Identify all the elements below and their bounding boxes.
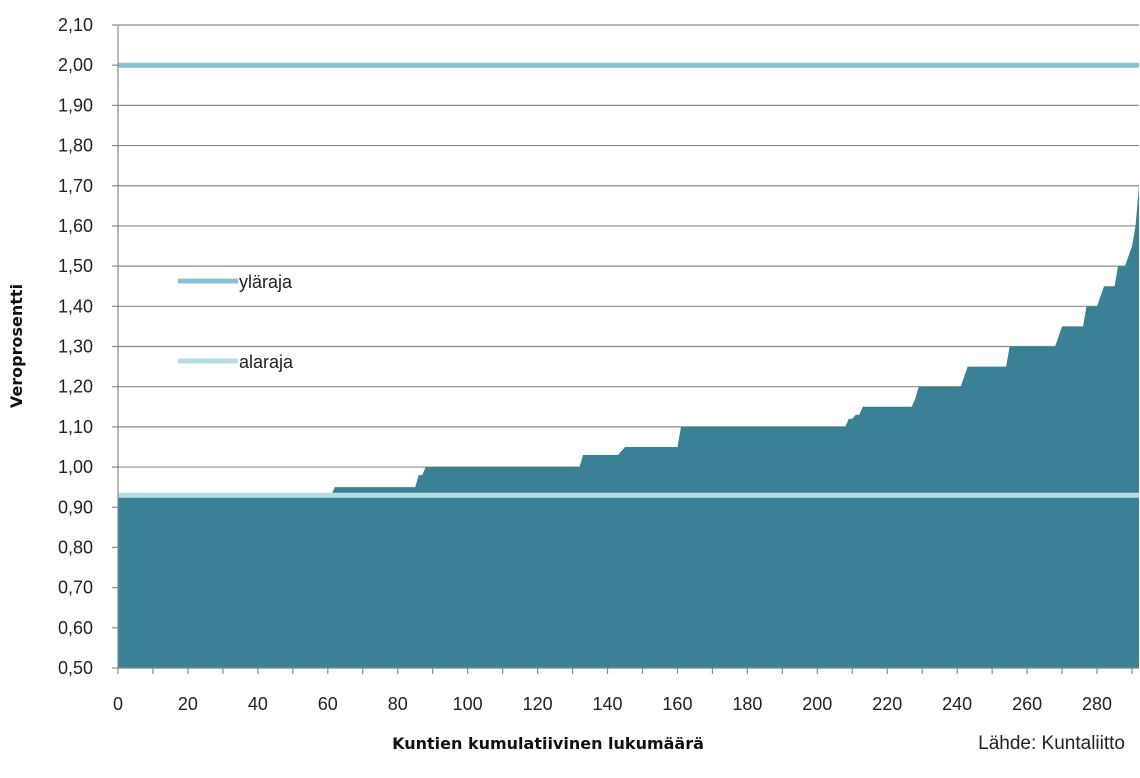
y-tick-label: 1,80 xyxy=(58,136,93,156)
y-tick-label: 0,80 xyxy=(58,537,93,557)
y-axis-title: Veroprosentti xyxy=(7,284,26,408)
x-tick-label: 100 xyxy=(453,694,483,714)
y-tick-label: 1,50 xyxy=(58,256,93,276)
x-tick-label: 80 xyxy=(388,694,408,714)
legend-label-ylaraja: yläraja xyxy=(239,272,293,292)
y-tick-label: 1,20 xyxy=(58,377,93,397)
y-tick-label: 1,40 xyxy=(58,296,93,316)
tax-rate-area xyxy=(118,185,1139,668)
x-tick-label: 0 xyxy=(113,694,123,714)
x-axis-title: Kuntien kumulatiivinen lukumäärä xyxy=(392,734,704,753)
y-tick-label: 1,00 xyxy=(58,457,93,477)
source-note: Lähde: Kuntaliitto xyxy=(978,733,1125,754)
y-tick-label: 1,60 xyxy=(58,216,93,236)
y-tick-label: 1,70 xyxy=(58,176,93,196)
x-tick-label: 60 xyxy=(318,694,338,714)
x-tick-label: 40 xyxy=(248,694,268,714)
x-tick-label: 220 xyxy=(872,694,902,714)
y-tick-label: 2,00 xyxy=(58,55,93,75)
axes xyxy=(117,25,1139,674)
x-tick-label: 200 xyxy=(802,694,832,714)
y-tick-label: 0,50 xyxy=(58,658,93,678)
limit-lines xyxy=(118,62,1139,498)
x-tick-label: 160 xyxy=(662,694,692,714)
y-tick-label: 0,60 xyxy=(58,618,93,638)
x-tick-label: 180 xyxy=(732,694,762,714)
x-tick-label: 140 xyxy=(592,694,622,714)
x-tick-label: 280 xyxy=(1082,694,1112,714)
y-tick-label: 1,10 xyxy=(58,417,93,437)
x-tick-label: 20 xyxy=(178,694,198,714)
x-tick-label: 260 xyxy=(1012,694,1042,714)
legend: yläraja alaraja xyxy=(178,272,294,372)
x-tick-label: 120 xyxy=(523,694,553,714)
x-tick-labels: 0 20 40 60 80 100 120 140 160 180 200 220 240 260 280 xyxy=(113,694,1112,714)
x-tick-label: 240 xyxy=(942,694,972,714)
legend-label-alaraja: alaraja xyxy=(239,352,294,372)
y-tick-label: 0,90 xyxy=(58,497,93,517)
y-tick-label: 2,10 xyxy=(58,15,93,35)
y-tick-label: 0,70 xyxy=(58,578,93,598)
y-tick-label: 1,30 xyxy=(58,337,93,357)
y-tick-labels: 0,50 0,60 0,70 0,80 0,90 1,00 1,10 1,20 1,30 1,40… xyxy=(58,15,93,678)
y-tick-label: 1,90 xyxy=(58,95,93,115)
